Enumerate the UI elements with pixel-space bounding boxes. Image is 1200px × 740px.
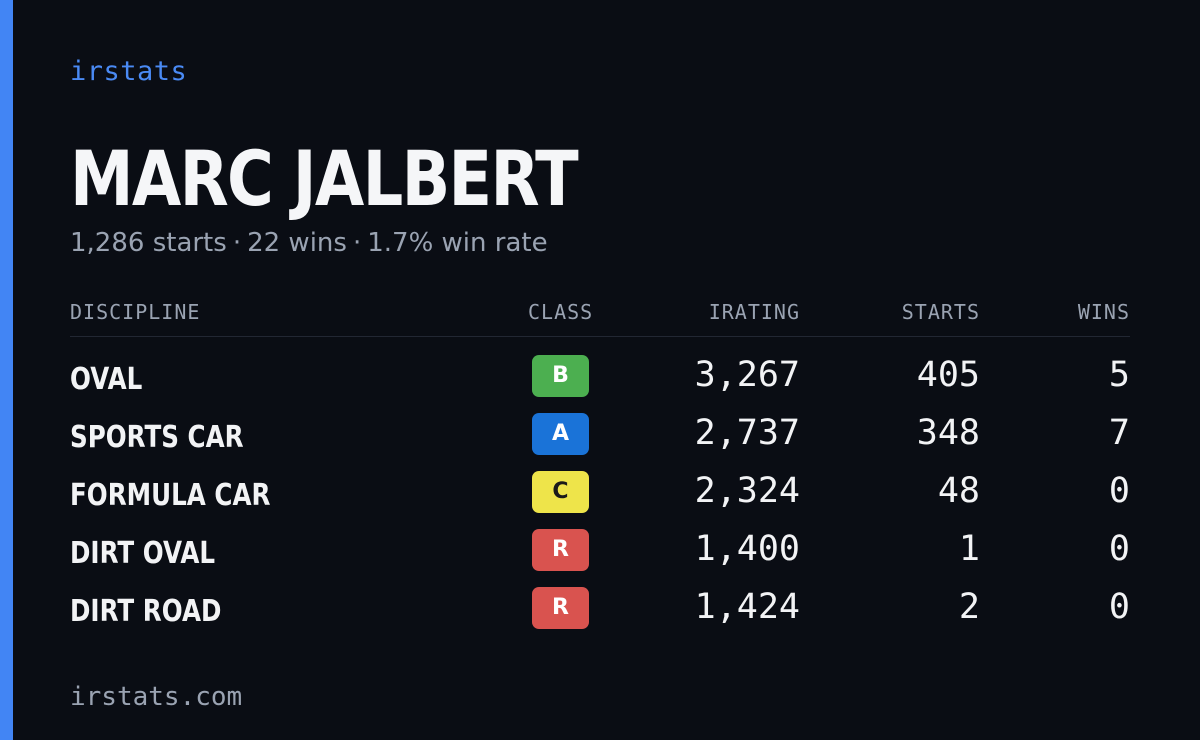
cell-starts: 348 xyxy=(916,413,980,453)
cell-irating: 2,324 xyxy=(694,471,800,511)
driver-name: MARC JALBERT xyxy=(70,134,579,223)
cell-discipline: OVAL xyxy=(70,362,143,397)
table-row: DIRT ROAD R 1,424 2 0 xyxy=(70,584,1130,642)
cell-starts: 405 xyxy=(916,355,980,395)
table-row: FORMULA CAR C 2,324 48 0 xyxy=(70,468,1130,526)
summary-wins: 22 wins xyxy=(247,228,347,258)
brand-logo-text: irstats xyxy=(70,56,188,87)
cell-starts: 1 xyxy=(958,529,980,569)
cell-wins: 0 xyxy=(1108,529,1130,569)
table-row: SPORTS CAR A 2,737 348 7 xyxy=(70,410,1130,468)
summary-separator: · xyxy=(232,228,242,258)
cell-irating: 3,267 xyxy=(694,355,800,395)
cell-discipline: DIRT ROAD xyxy=(70,594,222,629)
table-row: DIRT OVAL R 1,400 1 0 xyxy=(70,526,1130,584)
table-body: OVAL B 3,267 405 5 SPORTS CAR A 2,737 348 7 FORMUL… xyxy=(70,352,1130,642)
cell-wins: 0 xyxy=(1108,471,1130,511)
summary-win-rate: 1.7% win rate xyxy=(367,228,548,258)
class-badge: R xyxy=(532,587,589,629)
accent-bar xyxy=(0,0,13,740)
stats-table: DISCIPLINE CLASS IRATING STARTS WINS OVA… xyxy=(70,298,1130,629)
cell-wins: 0 xyxy=(1108,587,1130,627)
cell-wins: 5 xyxy=(1108,355,1130,395)
cell-irating: 1,424 xyxy=(694,587,800,627)
cell-irating: 1,400 xyxy=(694,529,800,569)
table-row: OVAL B 3,267 405 5 xyxy=(70,352,1130,410)
header-discipline: DISCIPLINE xyxy=(70,300,201,324)
cell-discipline: SPORTS CAR xyxy=(70,420,244,455)
header-irating: IRATING xyxy=(708,300,800,324)
cell-irating: 2,737 xyxy=(694,413,800,453)
footer-url: irstats.com xyxy=(70,682,243,712)
header-starts: STARTS xyxy=(901,300,980,324)
class-badge: A xyxy=(532,413,589,455)
cell-wins: 7 xyxy=(1108,413,1130,453)
summary-starts: 1,286 starts xyxy=(70,228,227,258)
class-badge: B xyxy=(532,355,589,397)
class-badge: R xyxy=(532,529,589,571)
table-header: DISCIPLINE CLASS IRATING STARTS WINS xyxy=(70,298,1130,337)
header-wins: WINS xyxy=(1077,300,1130,324)
driver-summary: 1,286 starts · 22 wins · 1.7% win rate xyxy=(70,228,548,258)
header-class: CLASS xyxy=(528,300,594,324)
cell-starts: 2 xyxy=(958,587,980,627)
class-badge: C xyxy=(532,471,589,513)
cell-discipline: DIRT OVAL xyxy=(70,536,216,571)
cell-discipline: FORMULA CAR xyxy=(70,478,271,513)
cell-starts: 48 xyxy=(937,471,980,511)
summary-separator: · xyxy=(352,228,362,258)
